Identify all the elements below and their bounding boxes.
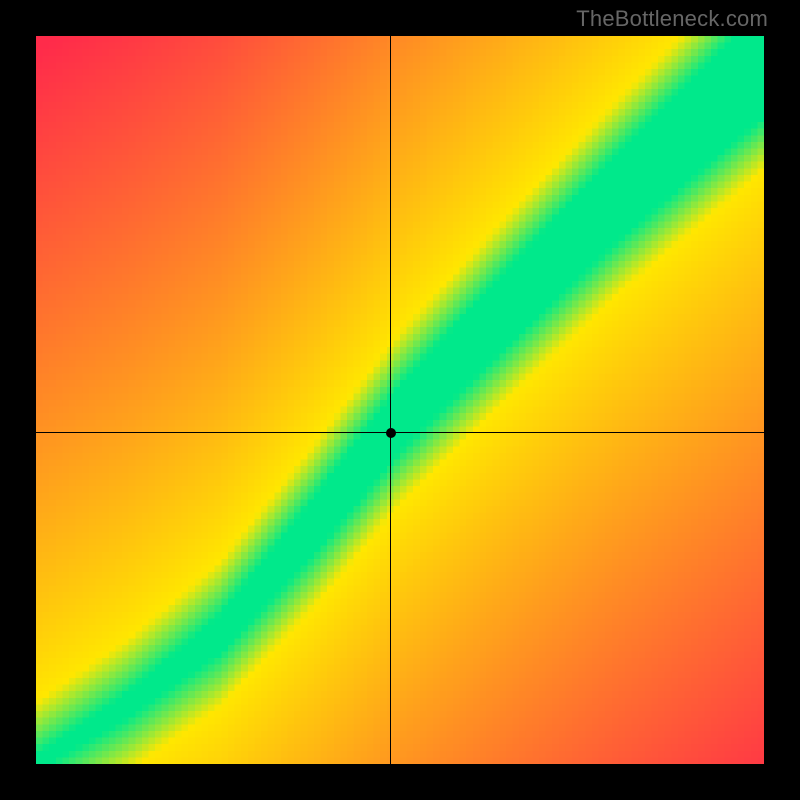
watermark-text: TheBottleneck.com [576, 6, 768, 32]
crosshair-horizontal [36, 432, 764, 433]
crosshair-marker [386, 428, 396, 438]
heatmap-canvas [36, 36, 764, 764]
crosshair-vertical [390, 36, 391, 764]
heatmap-plot [36, 36, 764, 764]
